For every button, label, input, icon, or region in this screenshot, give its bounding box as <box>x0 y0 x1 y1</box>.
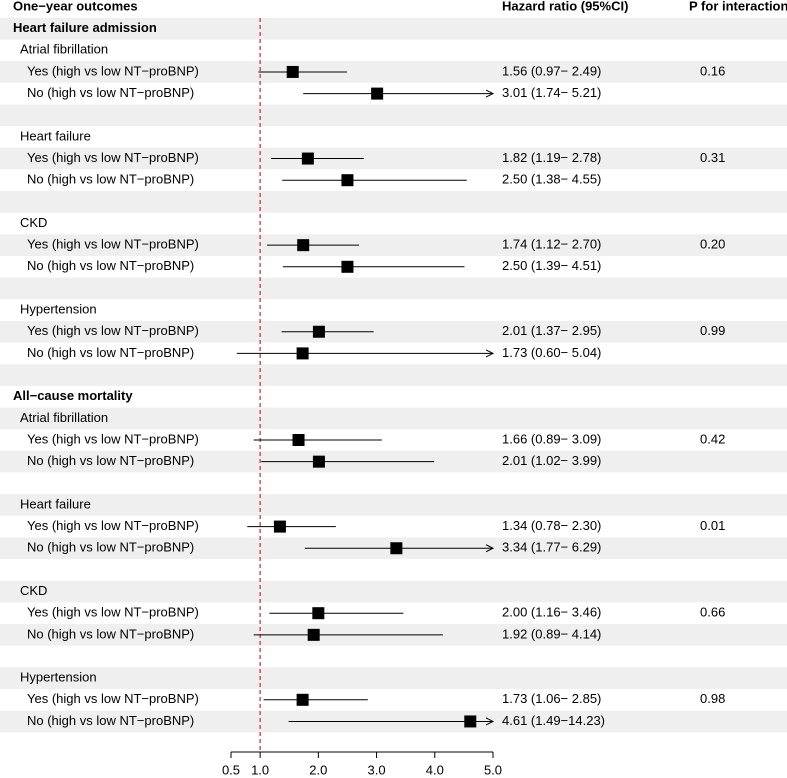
ci-arrow <box>485 89 495 98</box>
axis-layer: 0.5 1.0 2.0 3.0 4.0 5.0 <box>222 751 502 777</box>
outcome-label: All−cause mortality <box>13 388 133 403</box>
point-estimate <box>307 628 320 641</box>
row-label: Yes (high vs low NT−proBNP) <box>27 323 199 338</box>
x-tick-label: 0.5 <box>222 762 240 777</box>
stripes-layer <box>0 17 787 733</box>
row-stripe <box>0 494 787 516</box>
row-stripe <box>0 17 787 40</box>
x-tick-label: 5.0 <box>484 762 502 777</box>
subgroup-label: CKD <box>20 583 47 598</box>
header-label: One−year outcomes <box>13 0 138 13</box>
row-label: Yes (high vs low NT−proBNP) <box>27 518 199 533</box>
x-tick-label: 2.0 <box>309 762 327 777</box>
row-stripe <box>0 277 787 300</box>
point-estimate <box>371 87 384 100</box>
subgroup-label: Heart failure <box>20 496 91 511</box>
row-label: Yes (high vs low NT−proBNP) <box>27 605 199 620</box>
p-value: 0.66 <box>700 605 725 620</box>
row-label: No (high vs low NT−proBNP) <box>27 345 194 360</box>
subgroup-label: Hypertension <box>20 302 97 317</box>
header-estimate: Hazard ratio (95%CI) <box>502 0 628 13</box>
estimate-label: 2.00 (1.16− 3.46) <box>502 605 601 620</box>
row-stripe <box>0 580 787 603</box>
point-estimate <box>390 542 403 555</box>
p-value: 0.20 <box>700 237 725 252</box>
p-value: 0.99 <box>700 323 725 338</box>
row-label: No (high vs low NT−proBNP) <box>27 540 194 555</box>
row-stripe <box>0 61 787 83</box>
row-stripe <box>0 667 787 689</box>
point-estimate <box>297 239 310 252</box>
estimate-label: 2.50 (1.39− 4.51) <box>502 258 601 273</box>
point-estimate <box>312 325 325 338</box>
point-estimate <box>464 715 477 728</box>
row-label: No (high vs low NT−proBNP) <box>27 626 194 641</box>
p-value: 0.16 <box>700 63 725 78</box>
estimate-label: 1.82 (1.19− 2.78) <box>502 150 601 165</box>
p-value: 0.98 <box>700 691 725 706</box>
row-label: Yes (high vs low NT−proBNP) <box>27 691 199 706</box>
point-estimate <box>296 693 309 706</box>
point-estimate <box>273 520 286 533</box>
estimate-label: 1.92 (0.89− 4.14) <box>502 626 601 641</box>
row-label: Yes (high vs low NT−proBNP) <box>27 431 199 446</box>
row-stripe <box>0 191 787 213</box>
header-p: P for interaction <box>689 0 787 13</box>
outcome-label: Heart failure admission <box>13 20 157 35</box>
subgroup-label: Heart failure <box>20 128 91 143</box>
subgroup-label: CKD <box>20 215 47 230</box>
row-label: No (high vs low NT−proBNP) <box>27 258 194 273</box>
row-label: No (high vs low NT−proBNP) <box>27 713 194 728</box>
x-tick-label: 3.0 <box>368 762 386 777</box>
row-label: Yes (high vs low NT−proBNP) <box>27 63 199 78</box>
estimate-label: 3.34 (1.77− 6.29) <box>502 540 601 555</box>
subgroup-label: Atrial fibrillation <box>20 410 108 425</box>
ci-arrow <box>485 717 495 726</box>
text-layer: Heart failure admission Atrial fibrillati… <box>13 20 725 728</box>
marks-layer <box>236 65 495 728</box>
point-estimate <box>286 65 299 78</box>
row-stripe <box>0 104 787 127</box>
p-value: 0.01 <box>700 518 725 533</box>
point-estimate <box>296 347 309 360</box>
estimate-label: 2.01 (1.37− 2.95) <box>502 323 601 338</box>
ci-arrow <box>485 544 495 553</box>
point-estimate <box>341 174 354 187</box>
point-estimate <box>312 455 325 468</box>
point-estimate <box>301 152 314 165</box>
estimate-label: 2.01 (1.02− 3.99) <box>502 453 601 468</box>
subgroup-label: Atrial fibrillation <box>20 42 108 57</box>
row-label: No (high vs low NT−proBNP) <box>27 85 194 100</box>
row-label: No (high vs low NT−proBNP) <box>27 172 194 187</box>
row-label: No (high vs low NT−proBNP) <box>27 453 194 468</box>
estimate-label: 1.56 (0.97− 2.49) <box>502 63 601 78</box>
point-estimate <box>312 607 325 620</box>
row-stripe <box>0 147 787 170</box>
p-value: 0.31 <box>700 150 725 165</box>
p-value: 0.42 <box>700 431 725 446</box>
row-label: Yes (high vs low NT−proBNP) <box>27 237 199 252</box>
row-stripe <box>0 407 787 430</box>
row-stripe <box>0 364 787 386</box>
x-tick-label: 1.0 <box>251 762 269 777</box>
ci-arrow <box>485 349 495 358</box>
estimate-label: 1.66 (0.89− 3.09) <box>502 431 601 446</box>
estimate-label: 2.50 (1.38− 4.55) <box>502 172 601 187</box>
row-stripe <box>0 320 787 343</box>
row-label: Yes (high vs low NT−proBNP) <box>27 150 199 165</box>
estimate-label: 3.01 (1.74− 5.21) <box>502 85 601 100</box>
estimate-label: 1.34 (0.78− 2.30) <box>502 518 601 533</box>
x-tick-label: 4.0 <box>426 762 444 777</box>
point-estimate <box>341 260 354 273</box>
estimate-label: 1.73 (0.60− 5.04) <box>502 345 601 360</box>
row-stripe <box>0 234 787 256</box>
subgroup-label: Hypertension <box>20 670 97 685</box>
point-estimate <box>292 434 305 446</box>
estimate-label: 4.61 (1.49−14.23) <box>502 713 605 728</box>
estimate-label: 1.73 (1.06− 2.85) <box>502 691 601 706</box>
estimate-label: 1.74 (1.12− 2.70) <box>502 237 601 252</box>
